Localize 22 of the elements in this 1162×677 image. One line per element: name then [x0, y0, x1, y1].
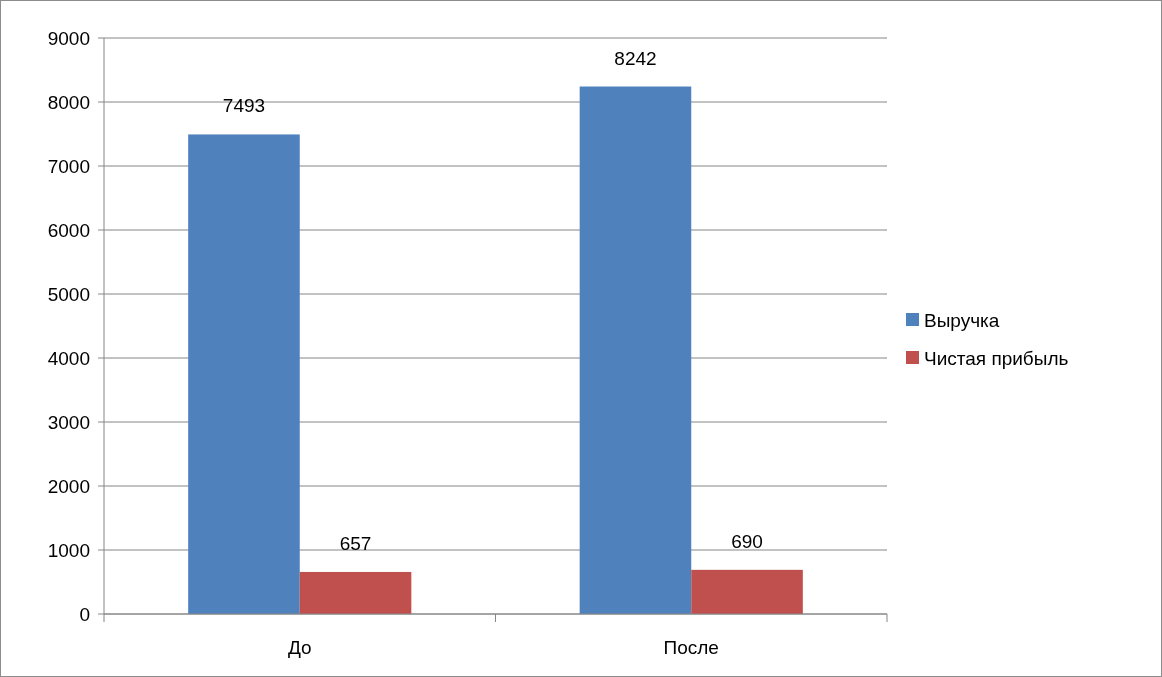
y-tick-label: 5000 [47, 283, 90, 305]
data-label: 657 [339, 532, 372, 554]
bar [188, 134, 300, 614]
data-label: 690 [731, 530, 763, 552]
legend-label: Чистая прибыль [924, 347, 1069, 369]
y-tick-label: 1000 [47, 539, 90, 561]
x-tick-label: До [287, 637, 312, 658]
data-label: 8242 [614, 47, 657, 69]
y-tick-label: 7000 [47, 155, 90, 177]
bar [299, 571, 412, 614]
x-tick-label: После [663, 637, 719, 658]
y-tick-label: 0 [79, 603, 90, 625]
data-label: 7493 [222, 95, 266, 117]
y-tick-label: 3000 [47, 411, 90, 433]
y-tick-label: 9000 [47, 27, 90, 49]
legend-label: Выручка [924, 309, 1000, 331]
y-tick-label: 6000 [47, 219, 90, 241]
y-tick-label: 8000 [47, 91, 90, 113]
bar [579, 86, 692, 614]
y-tick-label: 4000 [47, 347, 90, 369]
bar [691, 569, 803, 614]
y-tick-label: 2000 [47, 475, 90, 497]
